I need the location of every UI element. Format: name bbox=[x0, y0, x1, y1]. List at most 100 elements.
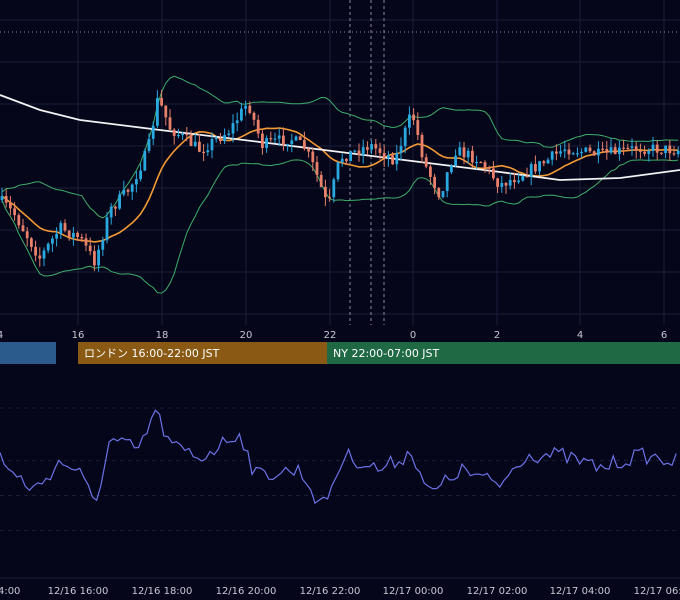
candlestick[interactable] bbox=[185, 126, 189, 142]
candlestick[interactable] bbox=[4, 189, 8, 208]
candlestick[interactable] bbox=[97, 245, 100, 272]
candlestick[interactable] bbox=[387, 150, 390, 167]
candlestick[interactable] bbox=[634, 141, 638, 159]
candlestick[interactable] bbox=[408, 106, 411, 135]
candlestick[interactable] bbox=[244, 100, 247, 116]
candlestick[interactable] bbox=[643, 145, 646, 157]
candlestick[interactable] bbox=[21, 219, 25, 232]
candlestick[interactable] bbox=[618, 140, 621, 161]
oscillator-panel-line[interactable] bbox=[0, 409, 677, 505]
candlestick[interactable] bbox=[219, 132, 222, 145]
candlestick[interactable] bbox=[437, 187, 441, 200]
candlestick[interactable] bbox=[105, 212, 109, 244]
candlestick[interactable] bbox=[542, 159, 546, 167]
candlestick[interactable] bbox=[630, 138, 634, 156]
candlestick[interactable] bbox=[269, 131, 273, 142]
candlestick[interactable] bbox=[135, 171, 138, 193]
candlestick[interactable] bbox=[534, 155, 537, 174]
candlestick[interactable] bbox=[42, 247, 46, 267]
candlestick[interactable] bbox=[235, 112, 239, 132]
candlestick[interactable] bbox=[340, 153, 344, 167]
candlestick[interactable] bbox=[450, 164, 453, 175]
candlestick[interactable] bbox=[202, 144, 205, 162]
candlestick[interactable] bbox=[303, 131, 306, 151]
candlestick[interactable] bbox=[441, 191, 445, 199]
candlestick[interactable] bbox=[324, 179, 327, 206]
candlestick[interactable] bbox=[416, 112, 420, 141]
candlestick[interactable] bbox=[605, 140, 609, 160]
candlestick[interactable] bbox=[55, 227, 58, 247]
candlestick[interactable] bbox=[471, 145, 474, 168]
candlestick[interactable] bbox=[72, 226, 75, 246]
candlestick[interactable] bbox=[214, 135, 218, 143]
candlestick[interactable] bbox=[59, 220, 63, 239]
candlestick[interactable] bbox=[538, 160, 541, 176]
candlestick[interactable] bbox=[412, 108, 415, 125]
candlestick[interactable] bbox=[492, 161, 495, 181]
candlestick[interactable] bbox=[227, 129, 231, 137]
candlestick[interactable] bbox=[307, 147, 310, 158]
candlestick[interactable] bbox=[122, 180, 126, 197]
candlestick[interactable] bbox=[231, 114, 235, 143]
candlestick[interactable] bbox=[550, 150, 554, 166]
candlestick[interactable] bbox=[588, 144, 592, 154]
candlestick[interactable] bbox=[672, 145, 676, 156]
candlestick[interactable] bbox=[655, 140, 659, 160]
candlestick[interactable] bbox=[458, 141, 462, 156]
candlestick[interactable] bbox=[0, 187, 4, 203]
candlestick[interactable] bbox=[479, 161, 483, 164]
candlestick[interactable] bbox=[261, 130, 264, 155]
candlestick[interactable] bbox=[172, 127, 176, 145]
candlestick[interactable] bbox=[311, 147, 315, 172]
candlestick[interactable] bbox=[319, 171, 323, 188]
candlestick[interactable] bbox=[328, 188, 331, 202]
candlestick[interactable] bbox=[487, 165, 491, 175]
candlestick[interactable] bbox=[76, 231, 79, 241]
candlestick[interactable] bbox=[601, 141, 604, 152]
candlestick[interactable] bbox=[378, 142, 382, 160]
candlestick[interactable] bbox=[639, 143, 642, 159]
candlestick[interactable] bbox=[567, 143, 571, 160]
candlestick[interactable] bbox=[382, 145, 386, 168]
candlestick[interactable] bbox=[38, 247, 42, 267]
candlestick[interactable] bbox=[17, 212, 21, 229]
candlestick[interactable] bbox=[63, 219, 67, 233]
candlestick[interactable] bbox=[88, 237, 92, 256]
candlestick[interactable] bbox=[84, 233, 88, 252]
candlestick[interactable] bbox=[189, 130, 193, 147]
candlestick[interactable] bbox=[563, 140, 567, 159]
candlestick[interactable] bbox=[466, 147, 470, 164]
candlestick[interactable] bbox=[391, 152, 394, 165]
candlestick[interactable] bbox=[25, 227, 29, 247]
candlestick[interactable] bbox=[139, 163, 142, 182]
candlestick[interactable] bbox=[93, 245, 96, 272]
candlestick[interactable] bbox=[508, 172, 512, 190]
candlestick[interactable] bbox=[80, 233, 84, 243]
candlestick[interactable] bbox=[597, 141, 600, 164]
candlestick[interactable] bbox=[525, 167, 529, 178]
candlestick[interactable] bbox=[349, 151, 352, 162]
candlestick[interactable] bbox=[298, 135, 302, 141]
candlestick[interactable] bbox=[496, 177, 499, 194]
candlestick[interactable] bbox=[147, 133, 151, 153]
candlestick[interactable] bbox=[9, 195, 12, 216]
candlestick[interactable] bbox=[46, 242, 50, 254]
candlestick[interactable] bbox=[353, 149, 357, 154]
candlestick[interactable] bbox=[30, 237, 33, 252]
candlestick[interactable] bbox=[626, 143, 630, 151]
candlestick[interactable] bbox=[395, 145, 399, 171]
candlestick[interactable] bbox=[584, 147, 588, 153]
candlestick[interactable] bbox=[399, 137, 403, 161]
candlestick[interactable] bbox=[433, 173, 436, 195]
candlestick[interactable] bbox=[529, 161, 533, 186]
candlestick[interactable] bbox=[252, 111, 256, 126]
candlestick[interactable] bbox=[290, 133, 294, 153]
candlestick[interactable] bbox=[429, 164, 432, 185]
candlestick[interactable] bbox=[660, 152, 663, 156]
candlestick[interactable] bbox=[240, 102, 243, 122]
candlestick[interactable] bbox=[177, 128, 180, 139]
candlestick[interactable] bbox=[130, 183, 134, 201]
candlestick[interactable] bbox=[277, 128, 281, 146]
candlestick[interactable] bbox=[668, 139, 672, 161]
